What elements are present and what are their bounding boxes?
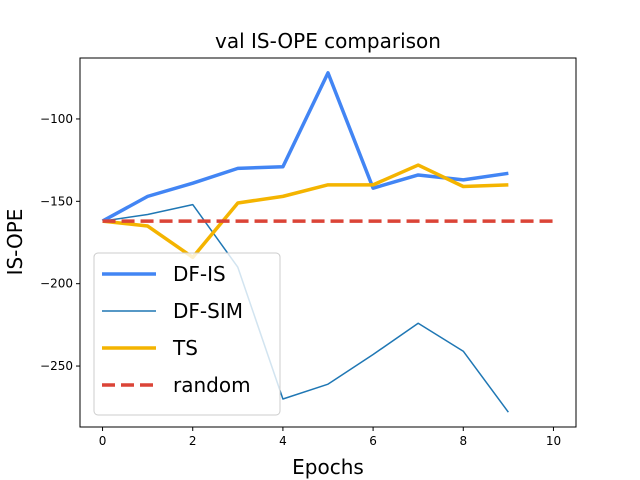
legend-label-random: random <box>173 373 251 397</box>
legend: DF-IS DF-SIM TS random <box>93 252 281 416</box>
y-tick-label: −100 <box>40 112 73 126</box>
ticks-layer: 0 2 4 6 8 10 −250 −200 −150 −100 <box>40 112 561 448</box>
legend-box <box>93 252 281 416</box>
y-tick-label: −250 <box>40 359 73 373</box>
x-tick-label: 8 <box>459 434 467 448</box>
legend-label-df-is: DF-IS <box>173 262 226 286</box>
x-tick-label: 6 <box>369 434 377 448</box>
legend-label-ts: TS <box>172 336 198 360</box>
x-tick-label: 0 <box>99 434 107 448</box>
y-tick-label: −200 <box>40 277 73 291</box>
x-tick-label: 10 <box>546 434 561 448</box>
legend-label-df-sim: DF-SIM <box>173 299 243 323</box>
y-tick-label: −150 <box>40 194 73 208</box>
series-line-df-sim <box>102 203 509 413</box>
x-tick-label: 2 <box>189 434 197 448</box>
series-line-df-is <box>101 71 509 223</box>
lines-layer <box>101 71 554 413</box>
x-axis-title: Epochs <box>292 455 364 479</box>
series-line-ts <box>102 163 509 260</box>
y-axis-title: IS-OPE <box>3 209 27 276</box>
chart-title: val IS-OPE comparison <box>215 29 441 53</box>
plot-frame <box>79 57 577 428</box>
x-tick-label: 4 <box>279 434 287 448</box>
